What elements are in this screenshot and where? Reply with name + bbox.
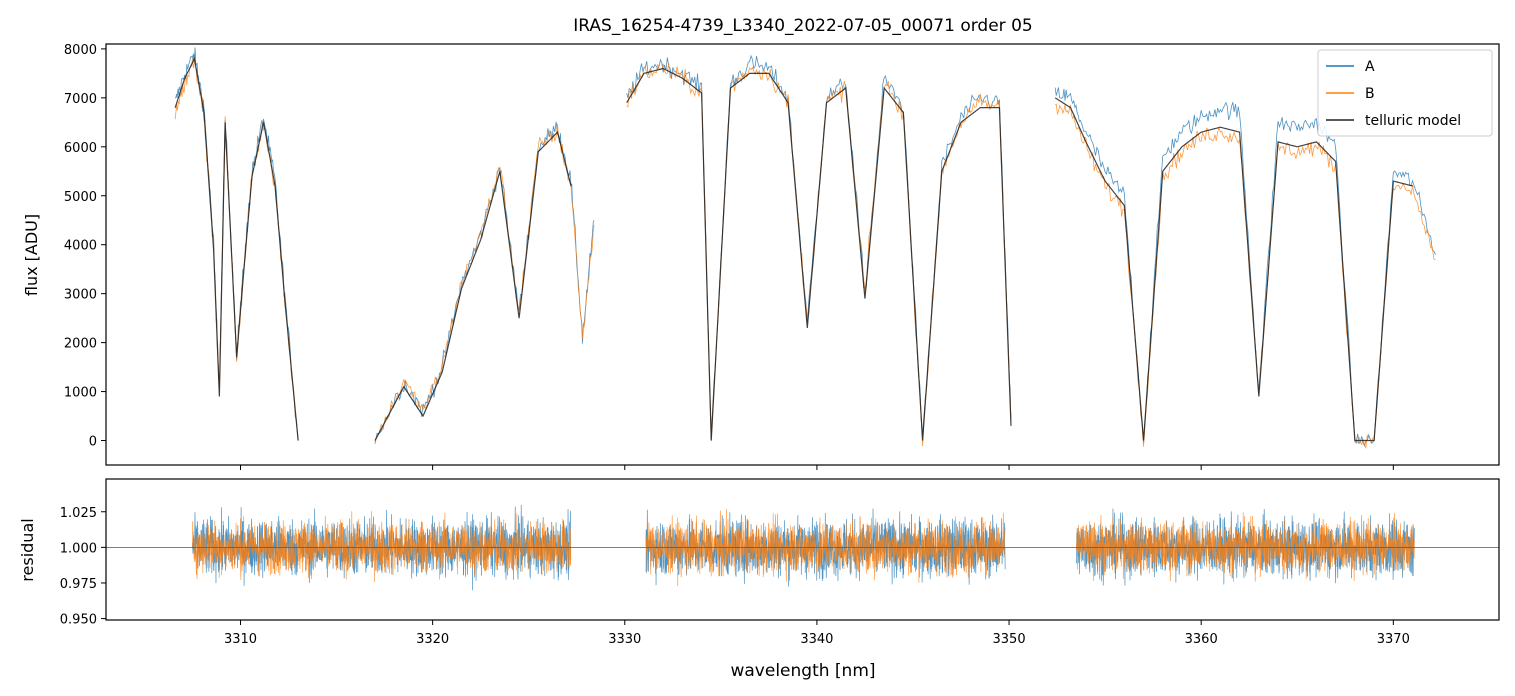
residual-line-b — [1075, 512, 1415, 582]
residual-panel: 0.950 0.975 1.000 1.025 3310 3320 3330 3340 335… — [18, 478, 1500, 681]
flux-y-tick-label: 4000 — [64, 239, 97, 254]
series-line-telluric-model — [1054, 97, 1413, 442]
flux-y-tick-label: 7000 — [64, 92, 97, 107]
x-tick-label: 3350 — [993, 632, 1026, 647]
legend-label: B — [1365, 86, 1375, 102]
legend-box — [1317, 49, 1493, 137]
residual-line-b — [192, 511, 572, 583]
residual-axes-frame — [105, 478, 1500, 621]
flux-y-label: flux [ADU] — [22, 214, 41, 296]
legend-label: A — [1365, 59, 1375, 75]
series-line-b — [174, 58, 299, 441]
series-line-a — [626, 54, 1012, 439]
legend-label: telluric model — [1365, 113, 1461, 129]
flux-y-tick-label: 5000 — [64, 190, 97, 205]
residual-y-tick-label: 0.950 — [60, 613, 97, 628]
residual-y-ticks: 0.950 0.975 1.000 1.025 — [60, 506, 106, 628]
flux-y-tick-label: 1000 — [64, 386, 97, 401]
series-line-telluric-model — [374, 130, 572, 441]
x-tick-label: 3340 — [800, 632, 833, 647]
residual-line-b — [645, 509, 1006, 586]
series-line-telluric-model — [626, 67, 1012, 441]
series-line-b — [374, 123, 595, 445]
flux-panel: 0 1000 2000 3000 4000 5000 6000 7000 8000 flux [… — [22, 43, 1500, 470]
residual-lines — [106, 504, 1499, 591]
flux-y-tick-label: 0 — [89, 435, 97, 450]
flux-lines — [174, 47, 1436, 450]
x-axis-label: wavelength [nm] — [730, 661, 875, 681]
x-tick-label: 3320 — [416, 632, 449, 647]
flux-axes-frame — [105, 43, 1500, 466]
flux-y-tick-label: 8000 — [64, 43, 97, 58]
series-line-telluric-model — [174, 56, 299, 441]
chart-title: IRAS_16254-4739_L3340_2022-07-05_00071 o… — [573, 16, 1032, 36]
residual-y-tick-label: 1.025 — [60, 506, 97, 521]
residual-x-ticks: 3310 3320 3330 3340 3350 3360 3370 — [224, 620, 1410, 647]
flux-x-ticks — [239, 465, 1394, 470]
flux-y-tick-label: 6000 — [64, 141, 97, 156]
flux-y-tick-label: 3000 — [64, 288, 97, 303]
flux-y-tick-label: 2000 — [64, 337, 97, 352]
series-line-b — [1054, 103, 1436, 450]
residual-y-tick-label: 1.000 — [60, 541, 97, 556]
x-tick-label: 3330 — [608, 632, 641, 647]
series-line-a — [374, 121, 595, 444]
x-tick-label: 3360 — [1185, 632, 1218, 647]
series-line-a — [1054, 87, 1436, 448]
flux-y-ticks: 0 1000 2000 3000 4000 5000 6000 7000 8000 — [64, 43, 106, 450]
series-line-b — [626, 62, 1012, 446]
residual-y-tick-label: 0.975 — [60, 577, 97, 592]
x-tick-label: 3370 — [1377, 632, 1410, 647]
x-tick-label: 3310 — [224, 632, 257, 647]
residual-y-label: residual — [18, 518, 37, 581]
